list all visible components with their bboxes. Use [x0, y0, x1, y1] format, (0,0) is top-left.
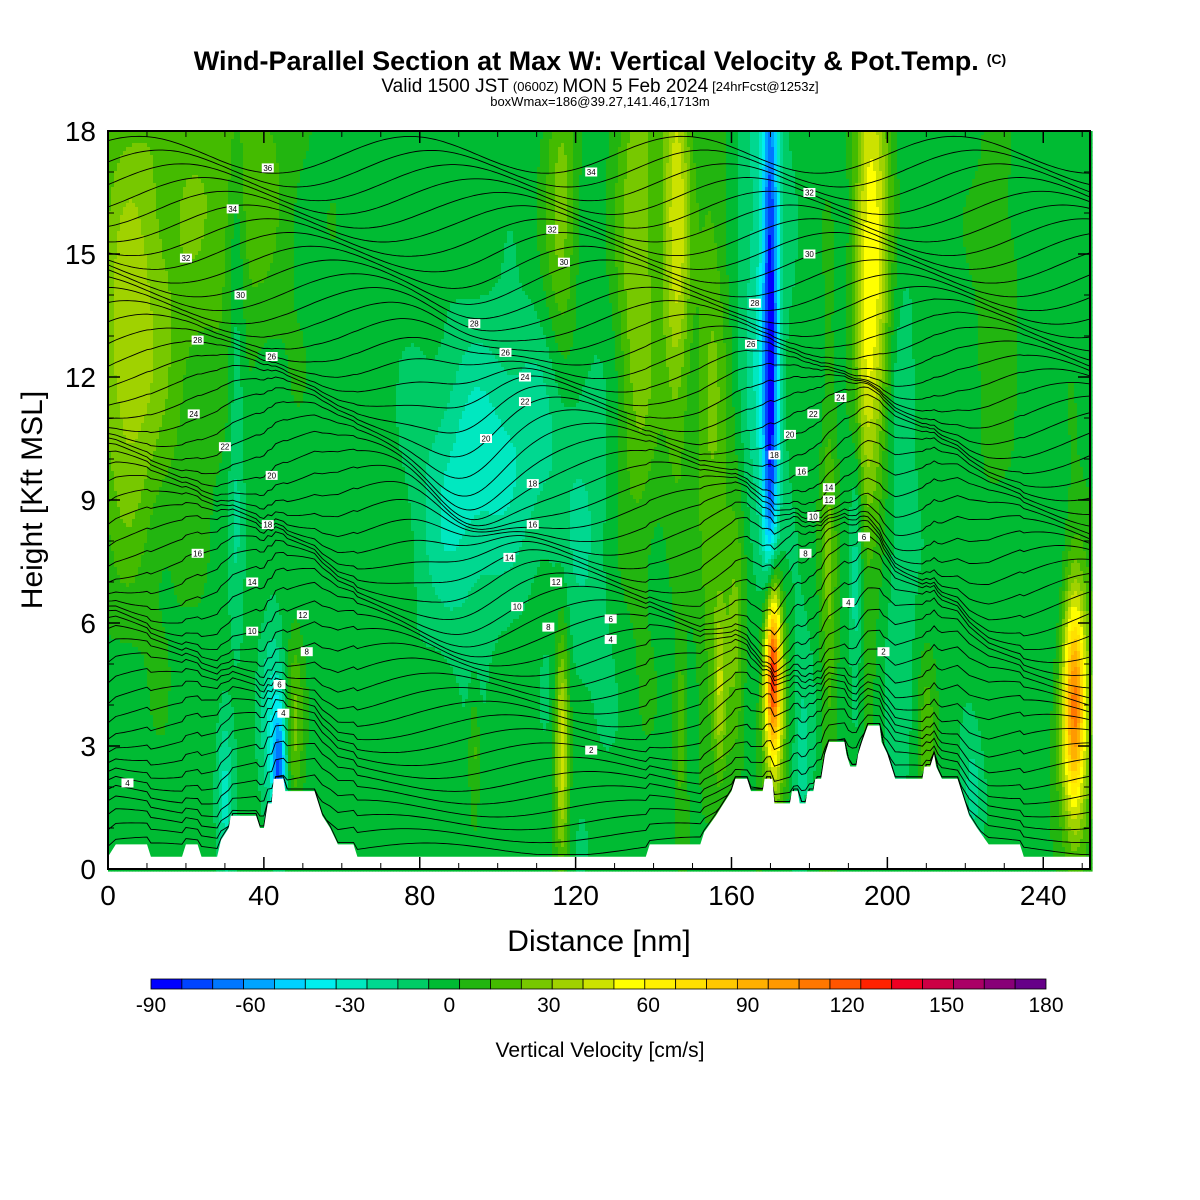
chart-title: Wind-Parallel Section at Max W: Vertical… [194, 46, 1006, 76]
vertical-velocity-field [108, 131, 1093, 872]
chart-box-info: boxWmax=186@39.27,141.46,1713m [490, 94, 710, 109]
